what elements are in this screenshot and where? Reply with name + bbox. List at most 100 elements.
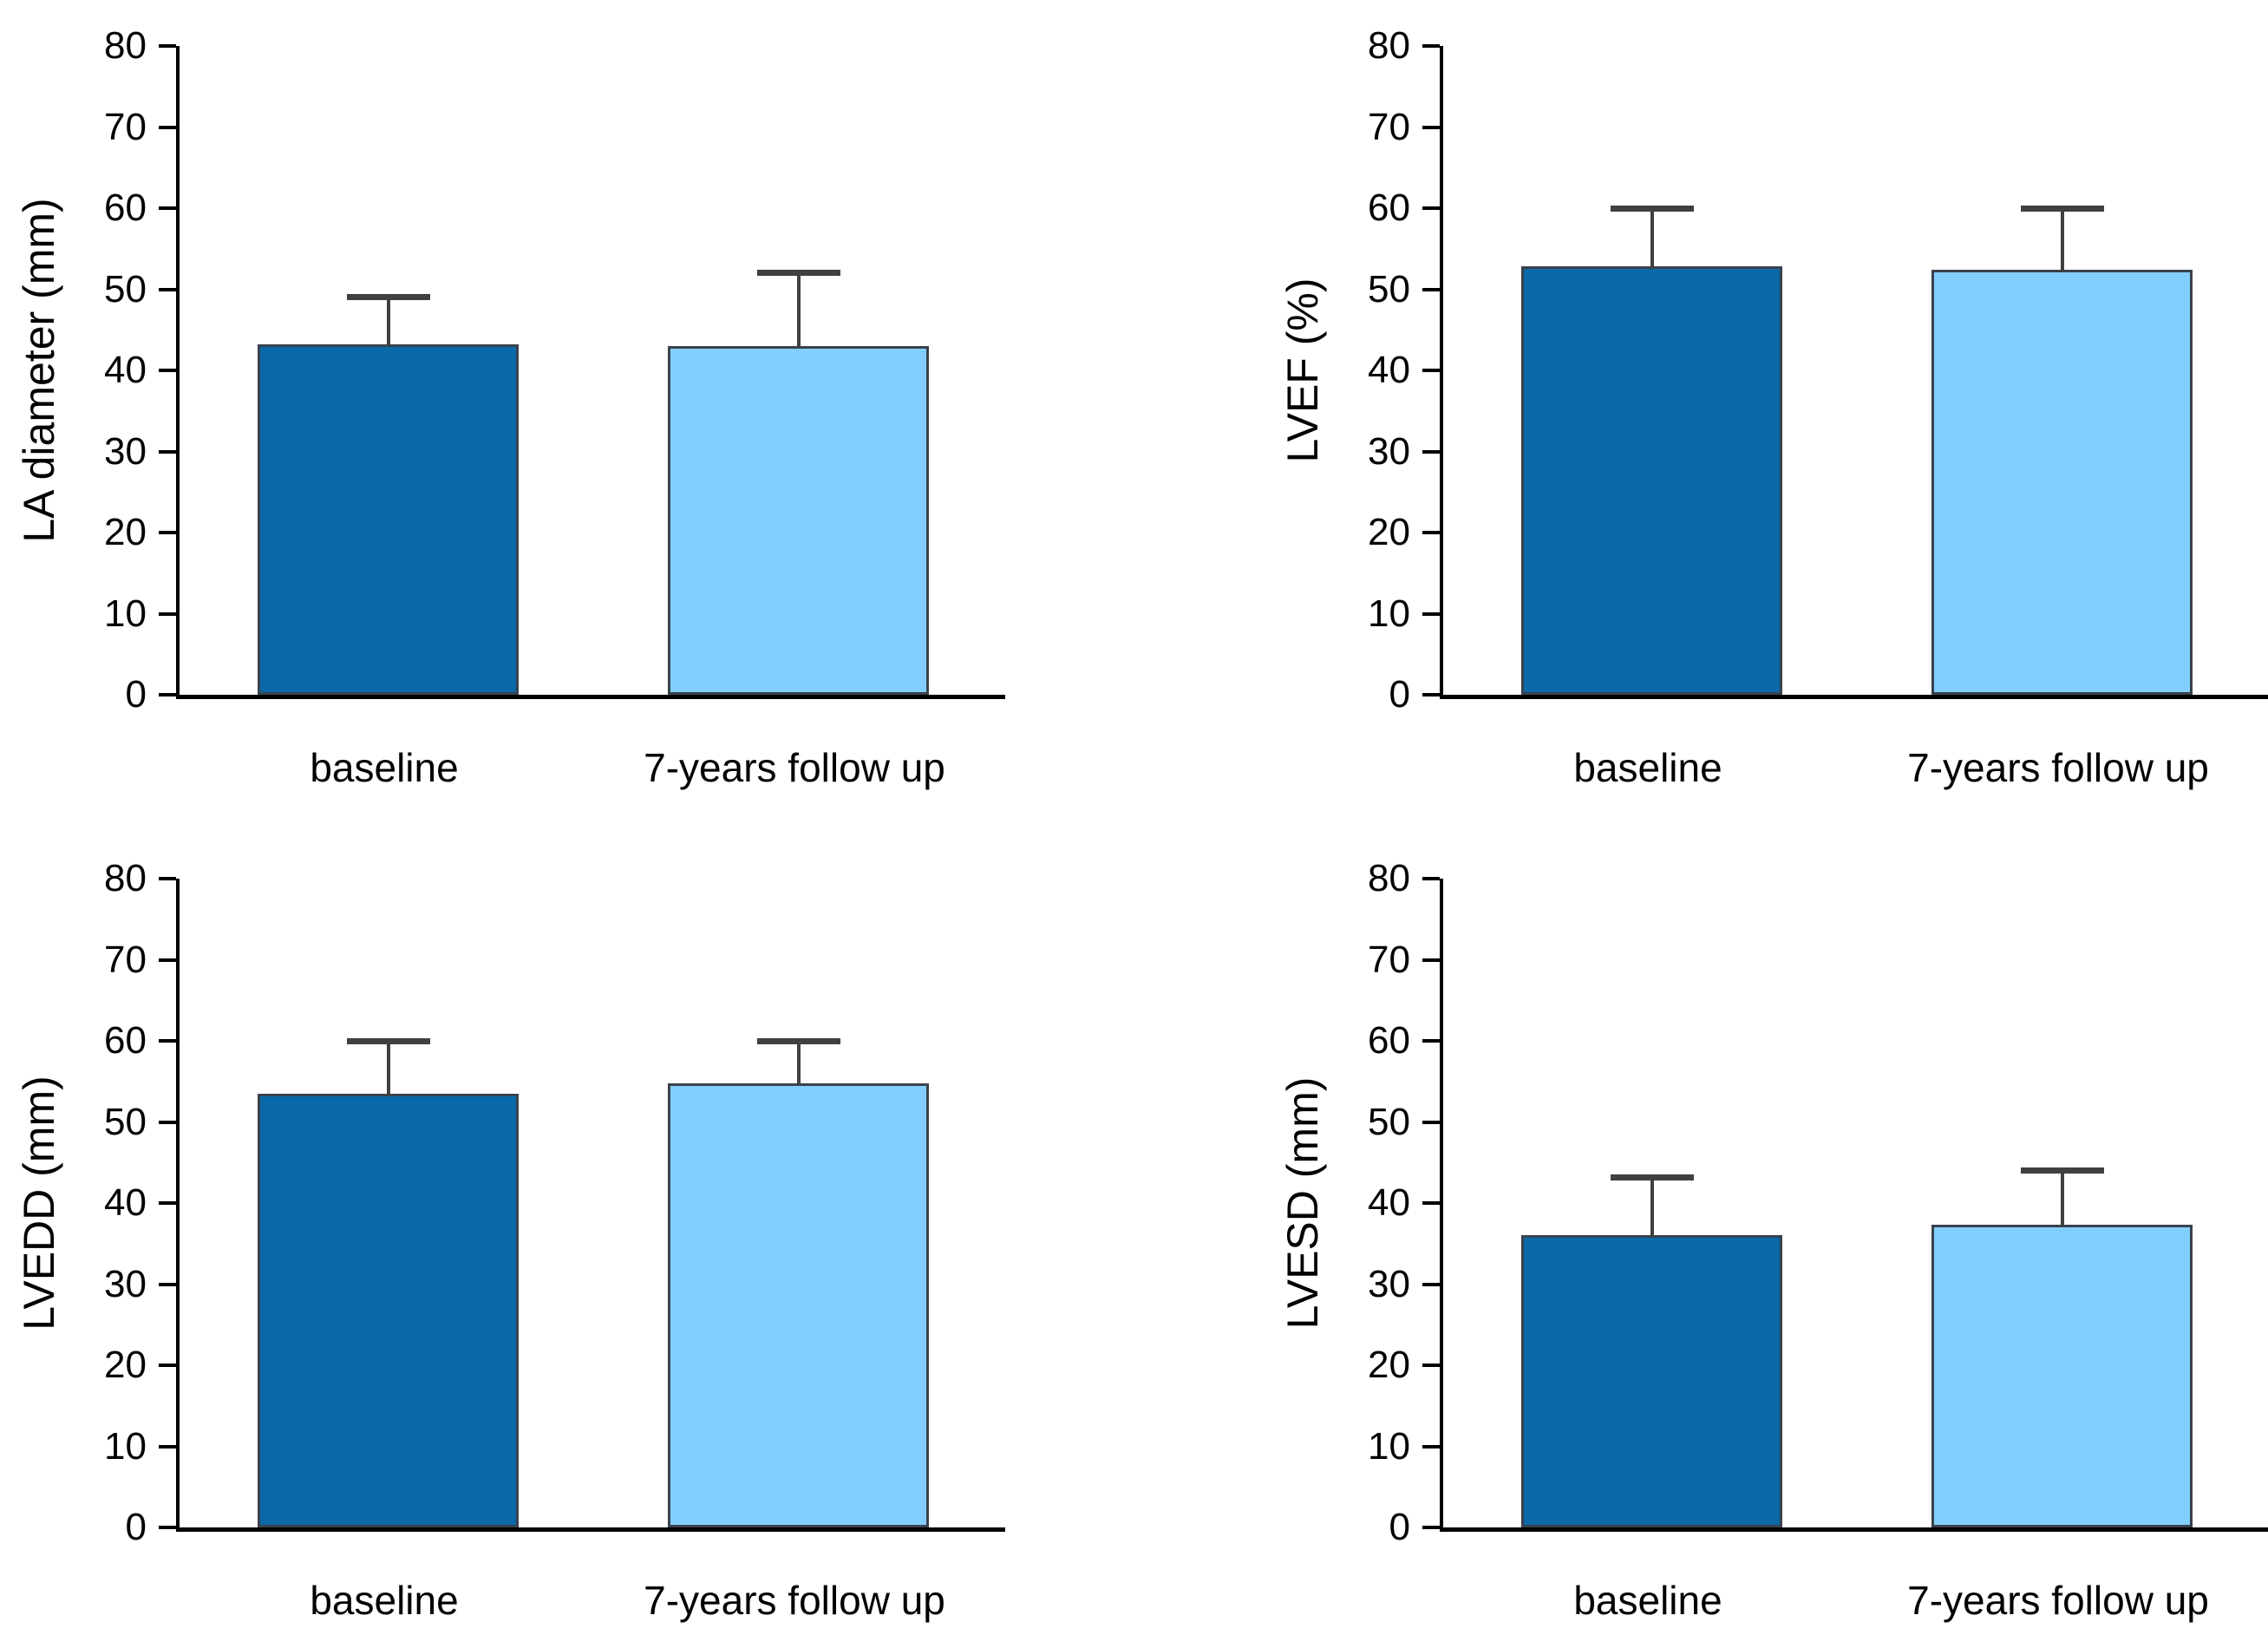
y-axis-tick-label: 80 [104, 857, 147, 899]
y-axis-tick [159, 693, 176, 696]
y-axis-tick [1422, 1282, 1440, 1286]
y-axis-tick [159, 44, 176, 48]
y-axis-tick [1422, 287, 1440, 291]
y-axis-tick [159, 958, 176, 962]
error-bar-line [2060, 208, 2064, 273]
x-category-label-baseline: baseline [1573, 745, 1722, 790]
error-bar-line [1650, 208, 1654, 270]
y-axis-tick [1422, 449, 1440, 454]
y-axis-tick-label: 70 [104, 105, 147, 148]
panel-lvef: LVEF (%) 0 10 20 30 40 50 60 70 80 baseline 7-ye… [1264, 0, 2268, 824]
y-axis-tick-label: 40 [104, 1181, 147, 1224]
y-axis-tick-label: 60 [104, 1019, 147, 1062]
error-bar-cap [756, 1037, 840, 1044]
x-category-label-followup: 7-years follow up [1907, 745, 2209, 790]
y-axis-tick-label: 0 [125, 673, 147, 716]
y-axis-tick [1422, 1444, 1440, 1449]
y-axis-tick-label: 20 [1368, 511, 1410, 553]
y-axis-tick-label: 50 [1368, 267, 1410, 311]
error-bar-cap [756, 270, 840, 277]
y-axis-tick [1422, 1201, 1440, 1205]
error-bar-line [2060, 1170, 2064, 1228]
plot-area: 0 10 20 30 40 50 60 70 80 [1368, 857, 2268, 1548]
x-category-label-followup: 7-years follow up [1907, 1578, 2209, 1623]
bar-followup [1931, 270, 2193, 695]
y-axis-tick-label: 10 [104, 592, 147, 635]
panel-lvedd: LVEDD (mm) 0 10 20 30 40 50 60 70 80 baseline 7-… [0, 833, 1005, 1648]
error-bar-line [796, 1041, 801, 1086]
y-axis-tick-label: 50 [1368, 1100, 1410, 1143]
y-axis-tick [159, 125, 176, 129]
x-category-label-baseline: baseline [310, 1578, 459, 1623]
x-category-label-followup: 7-years follow up [644, 745, 945, 790]
y-axis-tick-label: 20 [104, 511, 147, 553]
y-axis-tick [1422, 369, 1440, 372]
y-axis-tick [1422, 611, 1440, 616]
error-bar-line [796, 272, 801, 349]
y-axis-tick [1422, 206, 1440, 210]
y-axis-tick [1422, 693, 1440, 696]
y-axis-tick-label: 30 [1368, 429, 1410, 473]
panel-lvesd: LVESD (mm) 0 10 20 30 40 50 60 70 80 baseline 7-… [1264, 833, 2268, 1648]
y-axis-tick-label: 0 [1389, 673, 1410, 716]
x-category-label-followup: 7-years follow up [644, 1578, 945, 1623]
y-axis-tick-label: 40 [1368, 1181, 1410, 1224]
y-axis-tick-label: 20 [1368, 1344, 1410, 1386]
y-axis-tick-label: 0 [125, 1506, 147, 1548]
plot-area: 0 10 20 30 40 50 60 70 80 [104, 24, 1005, 716]
y-axis-tick [1422, 44, 1440, 48]
y-axis-tick [1422, 958, 1440, 962]
y-axis-tick [159, 287, 176, 291]
y-axis-tick-label: 60 [104, 186, 147, 229]
y-axis-tick-label: 30 [104, 429, 147, 473]
y-axis-tick-label: 30 [1368, 1262, 1410, 1305]
error-bar-line [1650, 1177, 1654, 1239]
plot-area: 0 10 20 30 40 50 60 70 80 [1368, 24, 2268, 716]
y-axis-tick [159, 877, 176, 880]
y-axis-tick-label: 20 [104, 1344, 147, 1386]
bar-baseline [258, 1093, 519, 1527]
y-axis-tick-label: 70 [1368, 938, 1410, 981]
y-axis-tick [1422, 1120, 1440, 1124]
y-axis-tick-label: 10 [104, 1424, 147, 1468]
y-axis-tick-label: 40 [104, 349, 147, 391]
y-axis-tick [1422, 1039, 1440, 1043]
y-axis-tick-label: 60 [1368, 186, 1410, 229]
y-axis-tick [159, 1039, 176, 1043]
y-axis-tick [159, 611, 176, 616]
y-axis-tick-label: 50 [104, 1100, 147, 1143]
y-axis-tick [1422, 531, 1440, 534]
error-bar-cap [346, 1037, 430, 1044]
y-axis-tick [159, 449, 176, 454]
bar-followup [1931, 1225, 2193, 1527]
y-axis-tick [159, 369, 176, 372]
y-axis-tick-label: 80 [104, 24, 147, 67]
y-axis-tick [1422, 1364, 1440, 1367]
panel-la-diameter: LA diameter (mm) 0 10 20 30 40 50 60 70 80 basel… [0, 0, 1005, 824]
y-axis-tick-label: 30 [104, 1262, 147, 1305]
y-axis-tick [159, 1282, 176, 1286]
y-axis-tick [159, 1444, 176, 1449]
y-axis-tick [1422, 877, 1440, 880]
y-axis-tick-label: 60 [1368, 1019, 1410, 1062]
bar-followup [668, 1082, 929, 1527]
bar-baseline [258, 344, 519, 695]
bar-baseline [1521, 1235, 1782, 1527]
error-bar-line [386, 297, 390, 348]
y-axis-tick [159, 531, 176, 534]
y-axis-tick-label: 40 [1368, 349, 1410, 391]
bar-followup [668, 345, 929, 695]
error-bar-cap [346, 294, 430, 301]
error-bar-line [386, 1041, 390, 1096]
y-axis-tick-label: 80 [1368, 24, 1410, 67]
y-axis-tick-label: 70 [1368, 105, 1410, 148]
y-axis-tick [159, 1364, 176, 1367]
y-axis-tick [159, 1201, 176, 1205]
y-axis-tick [159, 1526, 176, 1529]
y-axis-tick-label: 80 [1368, 857, 1410, 899]
y-axis-tick [1422, 125, 1440, 129]
x-category-label-baseline: baseline [310, 745, 459, 790]
y-axis-tick-label: 10 [1368, 1424, 1410, 1468]
y-axis-tick-label: 0 [1389, 1506, 1410, 1548]
